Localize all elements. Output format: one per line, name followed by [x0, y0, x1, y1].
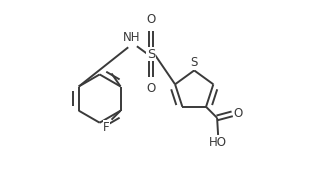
Text: F: F — [103, 121, 110, 134]
Text: O: O — [146, 82, 155, 95]
Text: O: O — [234, 107, 243, 120]
Text: S: S — [147, 48, 155, 61]
Text: NH: NH — [123, 31, 141, 44]
Text: HO: HO — [209, 136, 227, 149]
Text: O: O — [146, 13, 155, 26]
Text: S: S — [191, 56, 198, 69]
